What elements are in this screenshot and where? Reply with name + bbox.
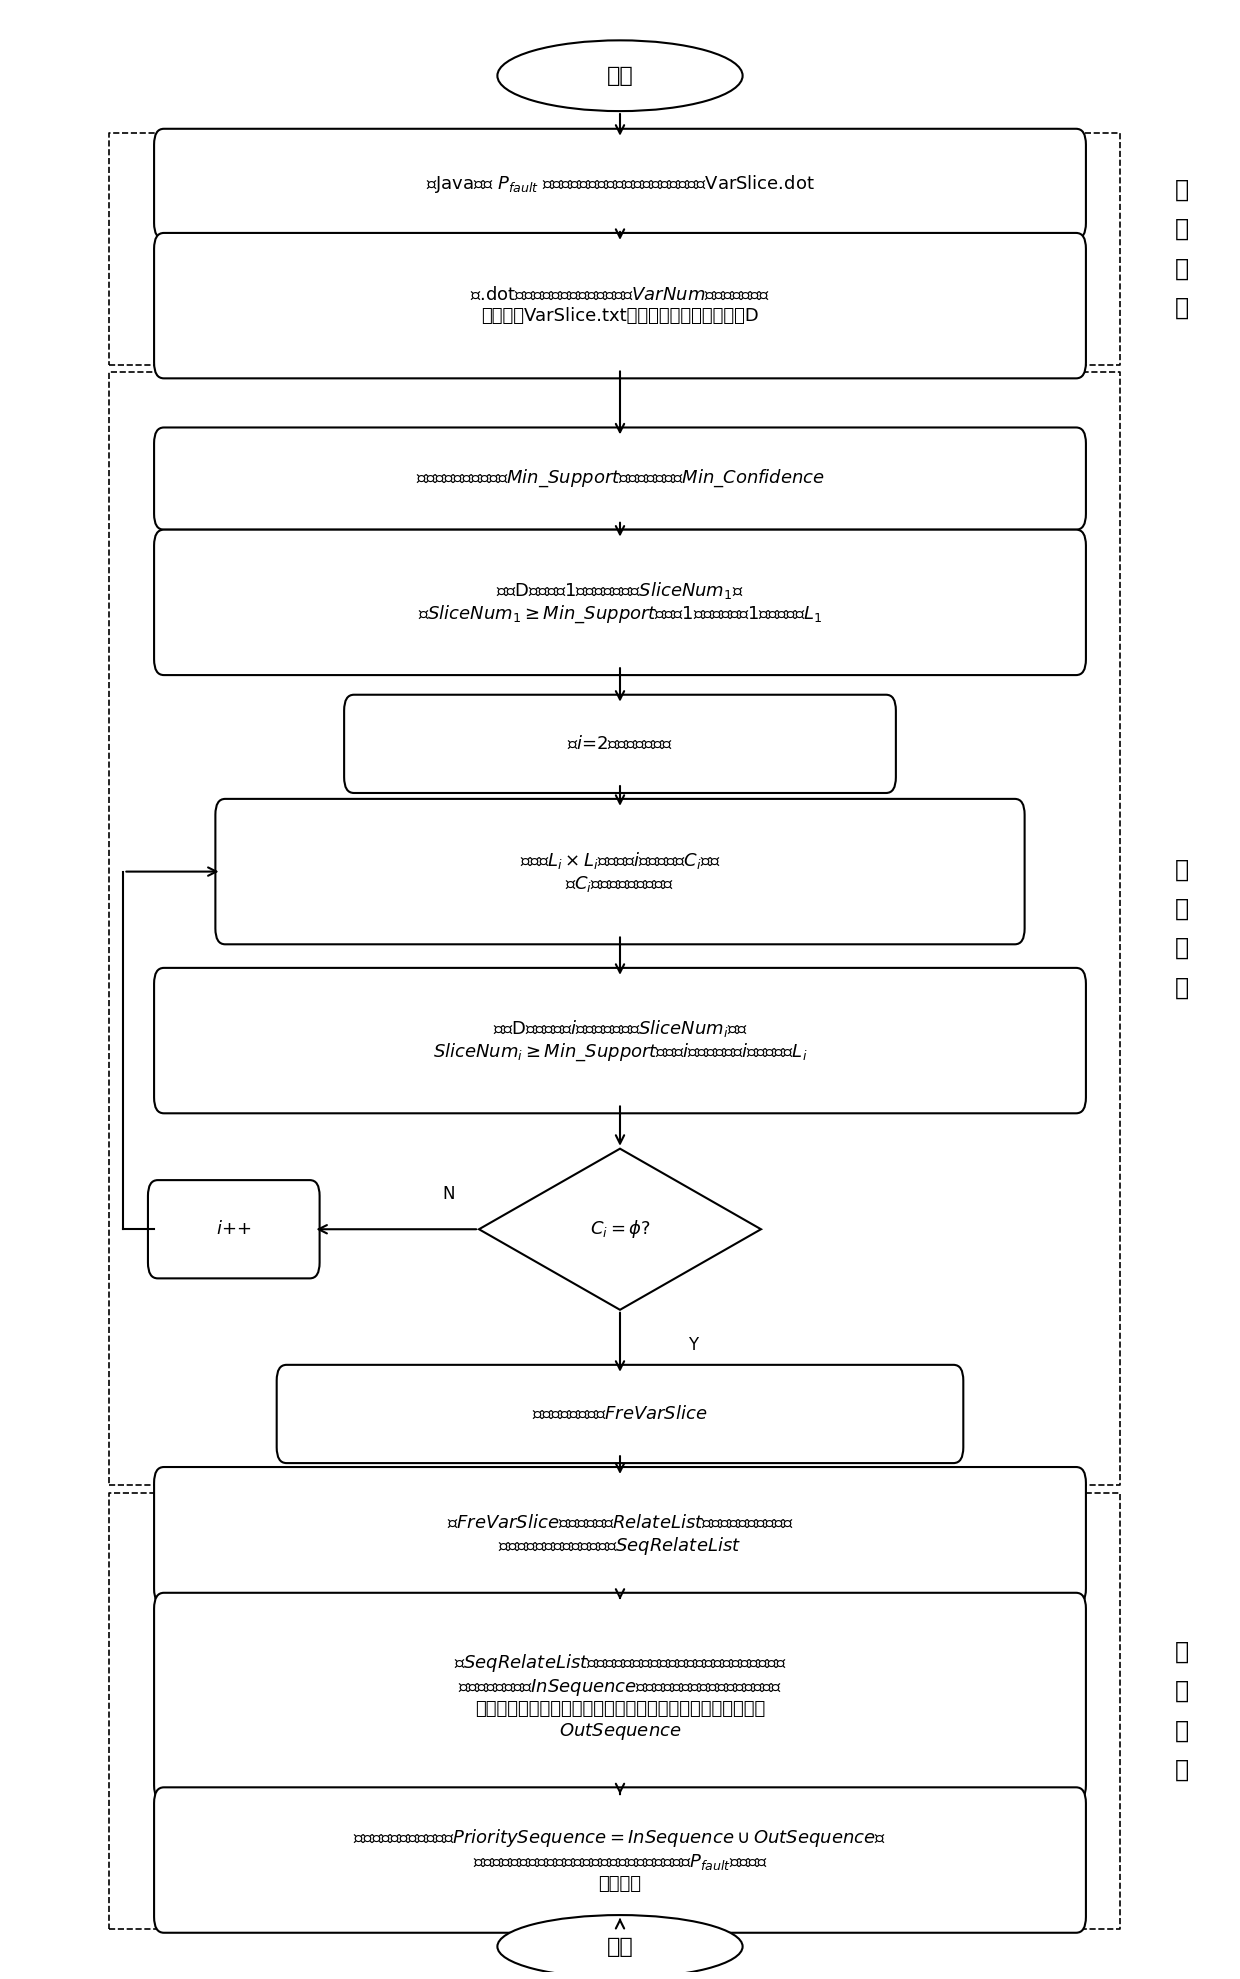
Text: 假设最小支持度计数为$Min\_Support$，最小置信度为$Min\_Confidence$: 假设最小支持度计数为$Min\_Support$，最小置信度为$Min\_Con…	[415, 467, 825, 489]
Text: 由连接$L_i\times L_i$产生候选$i$项集的集合$C_i$，并
从$C_i$中删除非频繁集候选: 由连接$L_i\times L_i$产生候选$i$项集的集合$C_i$，并 从$…	[520, 849, 720, 895]
FancyBboxPatch shape	[154, 1593, 1086, 1801]
FancyBboxPatch shape	[154, 530, 1086, 675]
Text: 总的检查语句优先级次序$PrioritySequence=InSequence\cup OutSequence$，
依据语句优先级次序越靠前越优先被检查的原则，: 总的检查语句优先级次序$PrioritySequence=InSequence\…	[353, 1827, 887, 1894]
Text: 扫描D，累计候选$i$项集的支持计数$SliceNum_i$，由
$SliceNum_i\geq Min\_Support$的候选$i$项集确定频繁$i$项集的: 扫描D，累计候选$i$项集的支持计数$SliceNum_i$，由 $SliceN…	[433, 1017, 807, 1063]
FancyBboxPatch shape	[154, 1466, 1086, 1605]
Text: 对Java程序 $P_{fault}$ 预处理，进行变量切片得到程序切片数据VarSlice.dot: 对Java程序 $P_{fault}$ 预处理，进行变量切片得到程序切片数据Va…	[425, 172, 815, 194]
Text: 结束: 结束	[606, 1937, 634, 1957]
Text: $i$++: $i$++	[216, 1221, 252, 1239]
FancyBboxPatch shape	[154, 1787, 1086, 1933]
Text: 扫描D累计候选1项集的支持计数$SliceNum_1$，
由$SliceNum_1\geq Min\_Support$的候选1项集确定频繁1项集的集合$L_1$: 扫描D累计候选1项集的支持计数$SliceNum_1$， 由$SliceNum_…	[418, 580, 822, 625]
FancyBboxPatch shape	[154, 968, 1086, 1114]
FancyBboxPatch shape	[216, 800, 1024, 944]
Text: 关
联
分
析: 关 联 分 析	[1174, 857, 1189, 999]
Ellipse shape	[497, 40, 743, 111]
Text: 对$SeqRelateList$中的语句按照置信度由高到低的排列顺序，生成检
查语句优先级次序$InSequence$，未在关联规则内的语句按照支持度
由高到低: 对$SeqRelateList$中的语句按照置信度由高到低的排列顺序，生成检 查…	[454, 1652, 786, 1742]
Text: 从.dot文件中依次提取变量切片行号$VarNum$，构成变量切片
行号信息VarSlice.txt，并将其作为事物数据库D: 从.dot文件中依次提取变量切片行号$VarNum$，构成变量切片 行号信息Va…	[470, 287, 770, 325]
FancyBboxPatch shape	[154, 129, 1086, 239]
FancyBboxPatch shape	[154, 427, 1086, 530]
FancyBboxPatch shape	[154, 234, 1086, 378]
Text: 变
量
切
片: 变 量 切 片	[1174, 178, 1189, 319]
Text: 由$FreVarSlice$得到关联规则$RelateList$，根据置信度由高到低
进行排序，得到排序关联规则$SeqRelateList$: 由$FreVarSlice$得到关联规则$RelateList$，根据置信度由高…	[446, 1514, 794, 1557]
FancyBboxPatch shape	[148, 1179, 320, 1278]
Text: $C_i=\phi$?: $C_i=\phi$?	[589, 1219, 651, 1241]
FancyBboxPatch shape	[277, 1366, 963, 1462]
Text: 开始: 开始	[606, 65, 634, 85]
Text: 获取所有频繁项集$FreVarSlice$: 获取所有频繁项集$FreVarSlice$	[532, 1405, 708, 1423]
Text: 令$i$=2，开始逐层搜索: 令$i$=2，开始逐层搜索	[567, 734, 673, 752]
Text: Y: Y	[688, 1336, 698, 1354]
Polygon shape	[479, 1148, 761, 1310]
Text: 错
误
定
位: 错 误 定 位	[1174, 1641, 1189, 1781]
Text: N: N	[443, 1185, 455, 1203]
Ellipse shape	[497, 1916, 743, 1977]
FancyBboxPatch shape	[345, 695, 895, 794]
